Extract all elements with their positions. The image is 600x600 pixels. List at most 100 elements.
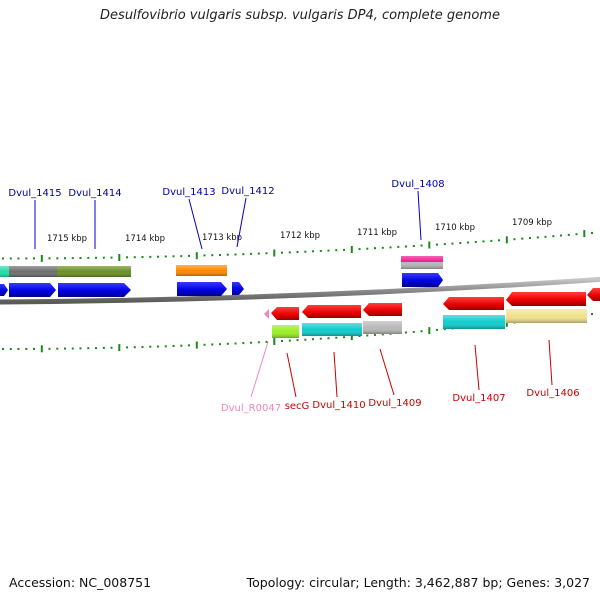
outer-ring-minor-tick xyxy=(180,255,183,258)
gene-label-dvul-r0047[interactable]: Dvul_R0047 xyxy=(221,403,281,414)
inner-ring-minor-tick xyxy=(412,330,415,333)
outer-ring-major-tick xyxy=(40,254,43,262)
outer-ring-minor-tick xyxy=(490,239,493,242)
inner-ring-minor-tick xyxy=(250,341,252,344)
gene-arrow-dvul-1413[interactable] xyxy=(177,282,227,296)
outer-ring-minor-tick xyxy=(265,252,268,255)
gene-arrow-dvul-1410[interactable] xyxy=(302,305,361,318)
inner-ring-minor-tick xyxy=(64,347,66,350)
outer-ring-minor-tick xyxy=(2,257,4,260)
inner-ring-minor-tick xyxy=(327,337,330,340)
outer-ring-minor-tick xyxy=(482,240,485,243)
scale-label-1712: 1712 kbp xyxy=(280,231,320,241)
gene-label-secg[interactable]: secG xyxy=(285,401,310,412)
outer-ring-major-tick xyxy=(505,236,508,244)
inner-ring-major-tick xyxy=(350,333,353,341)
gene-arrow-dvul-1407[interactable] xyxy=(443,297,504,310)
reverse-strand-genes xyxy=(264,288,600,320)
outer-ring-minor-tick xyxy=(126,256,128,259)
inner-ring-minor-tick xyxy=(56,347,59,350)
inner-ring-minor-tick xyxy=(288,339,291,342)
outer-ring-minor-tick xyxy=(87,256,90,259)
gene-label-dvul-1409[interactable]: Dvul_1409 xyxy=(368,398,421,409)
gene-label-dvul-1407[interactable]: Dvul_1407 xyxy=(452,393,505,404)
outer-ring-minor-tick xyxy=(33,257,35,260)
inner-ring-minor-tick xyxy=(95,347,97,350)
outer-ring-minor-tick xyxy=(467,241,469,244)
gene-arrow-dvul-1415[interactable] xyxy=(9,283,56,297)
gene-label-dvul-1415[interactable]: Dvul_1415 xyxy=(8,188,61,199)
gene-arrow-dvul-1406[interactable] xyxy=(506,292,586,306)
outer-ring-minor-tick xyxy=(172,255,175,258)
inner-ring-minor-tick xyxy=(234,342,237,345)
outer-ring-minor-tick xyxy=(366,247,369,250)
outer-ring-major-tick xyxy=(428,241,431,249)
outer-ring-major-tick xyxy=(118,254,121,261)
outer-ring-minor-tick xyxy=(48,257,51,260)
gene-label-dvul-1410[interactable]: Dvul_1410 xyxy=(312,400,365,411)
gene-arrow-dvul-1409[interactable] xyxy=(363,303,402,316)
outer-ring-major-tick xyxy=(195,252,198,260)
inner-ring-minor-tick xyxy=(219,343,221,346)
outer-ring-minor-tick xyxy=(436,243,438,246)
inner-ring-minor-tick xyxy=(335,336,338,339)
inner-ring-minor-tick xyxy=(281,340,283,342)
inner-ring-minor-tick xyxy=(157,345,159,348)
inner-ring-minor-tick xyxy=(79,347,82,350)
inner-ring-minor-tick xyxy=(188,344,190,347)
outer-ring-minor-tick xyxy=(451,242,454,245)
outer-ring-major-tick xyxy=(583,230,586,238)
inner-ring-minor-tick xyxy=(172,345,175,347)
outer-ring-minor-tick xyxy=(141,256,144,258)
outer-ring-minor-tick xyxy=(242,253,245,256)
outer-ring-minor-tick xyxy=(110,256,113,259)
outer-ring-minor-tick xyxy=(257,252,260,255)
inner-ring-minor-tick xyxy=(126,346,128,349)
outer-ring-minor-tick xyxy=(234,253,237,256)
gene-arrow-secg[interactable] xyxy=(271,307,299,320)
inner-ring-minor-tick xyxy=(25,347,28,350)
gene-label-dvul-1408[interactable]: Dvul_1408 xyxy=(391,179,444,190)
outer-ring-minor-tick xyxy=(281,251,283,254)
scale-label-1710: 1710 kbp xyxy=(435,223,475,233)
inner-ring-minor-tick xyxy=(9,348,12,350)
gene-arrow-left-edge[interactable] xyxy=(0,284,8,296)
gene-label-dvul-1406[interactable]: Dvul_1406 xyxy=(526,388,579,399)
outer-ring-minor-tick xyxy=(64,257,66,260)
outer-ring-minor-tick xyxy=(25,257,28,260)
inner-ring-minor-tick xyxy=(374,333,376,336)
outer-ring-minor-tick xyxy=(498,239,500,242)
outer-ring-major-tick xyxy=(273,249,276,257)
reverse-strand-track xyxy=(272,309,587,338)
gene-arrow-right-edge[interactable] xyxy=(587,288,600,301)
gene-label-dvul-1412[interactable]: Dvul_1412 xyxy=(221,186,274,197)
scale-label-1715: 1715 kbp xyxy=(47,234,87,244)
outer-ring-minor-tick xyxy=(420,244,423,247)
inner-ring-minor-tick xyxy=(211,343,214,346)
top-gene-labels: Dvul_1415 Dvul_1414 Dvul_1413 Dvul_1412 … xyxy=(8,179,445,250)
outer-ring-minor-tick xyxy=(381,246,384,249)
inner-ring-minor-tick xyxy=(2,348,4,350)
inner-ring-minor-tick xyxy=(102,346,105,349)
outer-tick-ring xyxy=(2,230,593,262)
scale-label-1711: 1711 kbp xyxy=(357,228,397,238)
inner-ring-major-tick xyxy=(40,345,43,353)
inner-ring-major-tick xyxy=(428,327,431,335)
outer-ring-minor-tick xyxy=(529,237,531,239)
outer-ring-minor-tick xyxy=(374,247,376,250)
inner-ring-minor-tick xyxy=(242,342,245,345)
scale-label-1713: 1713 kbp xyxy=(202,233,242,243)
inner-ring-minor-tick xyxy=(226,342,229,345)
inner-ring-major-tick xyxy=(195,341,198,349)
gene-arrow-dvul-1408[interactable] xyxy=(402,273,443,287)
forward-strand-genes xyxy=(0,273,443,297)
inner-ring-minor-tick xyxy=(420,330,423,333)
gene-label-dvul-1413[interactable]: Dvul_1413 xyxy=(162,187,215,198)
gene-arrow-dvul-1414[interactable] xyxy=(58,283,131,297)
inner-ring-minor-tick xyxy=(33,347,35,350)
gene-label-dvul-1414[interactable]: Dvul_1414 xyxy=(68,188,121,199)
inner-ring-minor-tick xyxy=(591,313,593,315)
gene-arrow-dvul-1412[interactable] xyxy=(232,282,244,295)
gene-arrow-dvul-r0047[interactable] xyxy=(264,309,269,319)
outer-ring-minor-tick xyxy=(250,252,252,255)
